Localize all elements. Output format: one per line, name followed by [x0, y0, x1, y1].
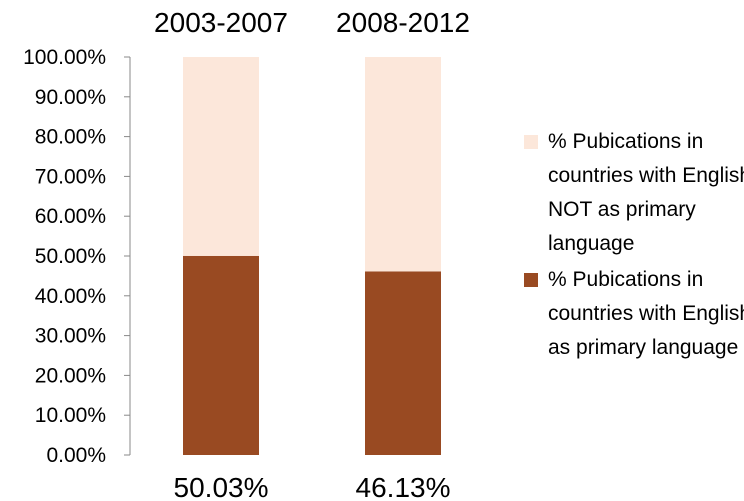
y-tick-label: 80.00%: [35, 126, 106, 149]
category-label: 2008-2012: [336, 7, 470, 38]
legend-label-english: % Pubications in countries with English …: [548, 268, 744, 359]
y-tick-label: 70.00%: [35, 165, 106, 188]
legend-swatch-not-english: [524, 135, 538, 149]
legend-item-not-english: % Pubications in countries with English …: [518, 125, 744, 265]
y-tick-label: 40.00%: [35, 285, 106, 308]
bar-segment: [183, 255, 259, 455]
y-tick-label: 20.00%: [35, 364, 106, 387]
category-label: 2003-2007: [154, 7, 288, 38]
y-tick-label: 60.00%: [35, 205, 106, 228]
data-label: 46.13%: [356, 472, 451, 501]
y-tick-label: 0.00%: [46, 444, 106, 467]
y-tick-label: 100.00%: [23, 46, 106, 69]
bar-segment: [365, 57, 441, 272]
legend-swatch-english: [524, 273, 538, 287]
bar-segment: [365, 271, 441, 455]
y-tick-label: 50.00%: [35, 245, 106, 268]
y-tick-label: 90.00%: [35, 86, 106, 109]
y-tick-label: 10.00%: [35, 404, 106, 427]
bar-segment: [183, 57, 259, 256]
y-tick-label: 30.00%: [35, 325, 106, 348]
legend-label-not-english: % Pubications in countries with English …: [548, 130, 744, 255]
legend-item-english: % Pubications in countries with English …: [518, 263, 744, 403]
data-label: 50.03%: [174, 472, 269, 501]
